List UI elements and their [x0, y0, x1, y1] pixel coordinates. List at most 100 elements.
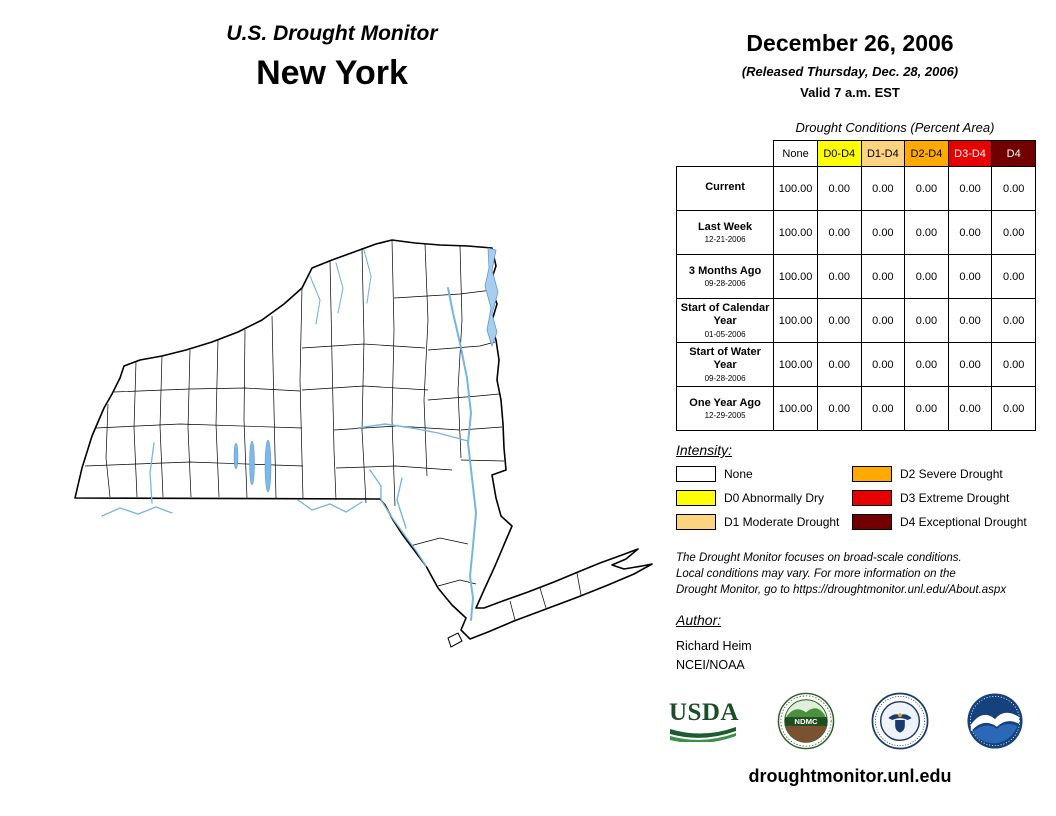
cell-value: 0.00 [904, 298, 949, 343]
mohawk-river [357, 423, 469, 442]
cell-value: 0.00 [860, 254, 906, 299]
row-label-3-months-ago: 3 Months Ago 09-28-2006 [675, 254, 775, 299]
legend-label-d2: D2 Severe Drought [900, 466, 1003, 481]
col-header-d4: D4 [991, 140, 1036, 167]
legend-item-d0: D0 Abnormally Dry [676, 489, 848, 506]
site-url: droughtmonitor.unl.edu [748, 766, 952, 786]
cell-value: 0.00 [816, 254, 862, 299]
delaware-river [369, 469, 427, 567]
legend-item-d4: D4 Exceptional Drought [852, 513, 1032, 530]
county-boundaries [84, 239, 582, 621]
cell-value: 0.00 [947, 210, 993, 255]
cell-value: 0.00 [947, 342, 993, 387]
cell-value: 0.00 [904, 342, 949, 387]
legend-item-d1: D1 Moderate Drought [676, 513, 848, 530]
hudson-river [447, 287, 478, 621]
cell-value: 100.00 [773, 210, 818, 255]
release-date: (Released Thursday, Dec. 28, 2006) [741, 64, 959, 79]
cell-value: 0.00 [991, 386, 1036, 431]
noaa-logo [967, 693, 1023, 749]
new-york-drought-map [74, 239, 653, 648]
state-outline [74, 239, 653, 640]
cell-value: 0.00 [860, 210, 906, 255]
report-title: U.S. Drought Monitor [226, 22, 438, 45]
region-title: New York [256, 54, 408, 92]
right-column: December 26, 2006 (Released Thursday, De… [664, 0, 1036, 816]
cell-value: 0.00 [904, 386, 949, 431]
cell-value: 0.00 [947, 386, 993, 431]
cell-value: 0.00 [860, 298, 906, 343]
cell-value: 100.00 [773, 342, 818, 387]
usda-logo-text: USDA [668, 699, 740, 726]
cell-value: 0.00 [860, 386, 906, 431]
lake-champlain [484, 247, 499, 348]
legend-item-none: None [676, 465, 848, 482]
cell-value: 0.00 [904, 166, 949, 211]
legend-label-d4: D4 Exceptional Drought [900, 514, 1027, 529]
cell-value: 0.00 [816, 166, 862, 211]
row-label-last-week: Last Week 12-21-2006 [675, 210, 775, 255]
table-caption: Drought Conditions (Percent Area) [795, 120, 995, 135]
legend-column-left: None D0 Abnormally Dry D1 Moderate Droug… [676, 465, 848, 538]
table-corner-cell [676, 140, 774, 167]
valid-time: Valid 7 a.m. EST [800, 85, 900, 100]
table-row: 3 Months Ago 09-28-2006 100.00 0.00 0.00 … [675, 254, 1036, 299]
usda-swoosh-icon [670, 727, 736, 742]
cell-value: 0.00 [991, 166, 1036, 211]
cell-value: 0.00 [991, 298, 1036, 343]
author-name: Richard Heim [676, 639, 752, 653]
col-header-d0-d4: D0-D4 [816, 140, 862, 167]
row-label-one-year-ago: One Year Ago 12-29-2005 [675, 386, 775, 431]
legend-item-d3: D3 Extreme Drought [852, 489, 1032, 506]
cell-value: 100.00 [773, 298, 818, 343]
agency-logos: USDA NDMC [668, 692, 1024, 750]
legend-swatch-d0 [676, 489, 716, 506]
cell-value: 0.00 [991, 254, 1036, 299]
genesee-river [149, 442, 155, 504]
usda-logo: USDA [668, 700, 740, 742]
susquehanna-river [297, 499, 363, 513]
map-date: December 26, 2006 [746, 30, 954, 56]
ndmc-logo-text: NDMC [794, 717, 818, 726]
ndmc-logo: NDMC [777, 692, 834, 750]
adirondack-rivers [309, 249, 372, 325]
cell-value: 0.00 [816, 210, 862, 255]
row-label-start-of-water-year: Start of Water Year 09-28-2006 [675, 342, 775, 387]
cell-value: 0.00 [991, 342, 1036, 387]
cell-value: 100.00 [773, 254, 818, 299]
cell-value: 0.00 [904, 254, 949, 299]
disclaimer-text: The Drought Monitor focuses on broad-sca… [676, 550, 1006, 598]
cell-value: 0.00 [991, 210, 1036, 255]
staten-island [447, 632, 463, 648]
legend-swatch-d1 [676, 513, 716, 530]
intensity-heading: Intensity: [676, 442, 733, 458]
legend-swatch-d4 [852, 513, 892, 530]
cell-value: 0.00 [816, 342, 862, 387]
left-header: U.S. Drought Monitor New York [120, 22, 544, 93]
legend-label-d3: D3 Extreme Drought [900, 490, 1010, 505]
disclaimer-line-2: Local conditions may vary. For more info… [676, 568, 956, 580]
legend-label-none: None [724, 466, 753, 481]
rivers [101, 249, 478, 621]
table-row: Start of Calendar Year 01-05-2006 100.00 … [675, 298, 1036, 343]
legend-swatch-d3 [852, 489, 892, 506]
cell-value: 0.00 [816, 298, 862, 343]
table-header-row: None D0-D4 D1-D4 D2-D4 D3-D4 D4 [676, 140, 1036, 167]
legend-column-right: D2 Severe Drought D3 Extreme Drought D4 … [852, 465, 1032, 538]
table-row: Current 100.00 0.00 0.00 0.00 0.00 0.00 [675, 166, 1036, 211]
table-row: Start of Water Year 09-28-2006 100.00 0.0… [675, 342, 1036, 387]
table-row: One Year Ago 12-29-2005 100.00 0.00 0.00 … [675, 386, 1036, 431]
legend-label-d1: D1 Moderate Drought [724, 514, 840, 529]
author-block: Author: Richard Heim NCEI/NOAA [676, 612, 752, 672]
legend-label-d0: D0 Abnormally Dry [724, 490, 825, 505]
cell-value: 0.00 [947, 298, 993, 343]
col-header-d2-d4: D2-D4 [904, 140, 949, 167]
col-header-d1-d4: D1-D4 [860, 140, 906, 167]
cell-value: 0.00 [947, 166, 993, 211]
disclaimer-line-1: The Drought Monitor focuses on broad-sca… [676, 552, 962, 564]
cell-value: 100.00 [773, 166, 818, 211]
author-organization: NCEI/NOAA [676, 658, 745, 672]
cell-value: 0.00 [904, 210, 949, 255]
date-block: December 26, 2006 (Released Thursday, De… [664, 30, 1036, 100]
